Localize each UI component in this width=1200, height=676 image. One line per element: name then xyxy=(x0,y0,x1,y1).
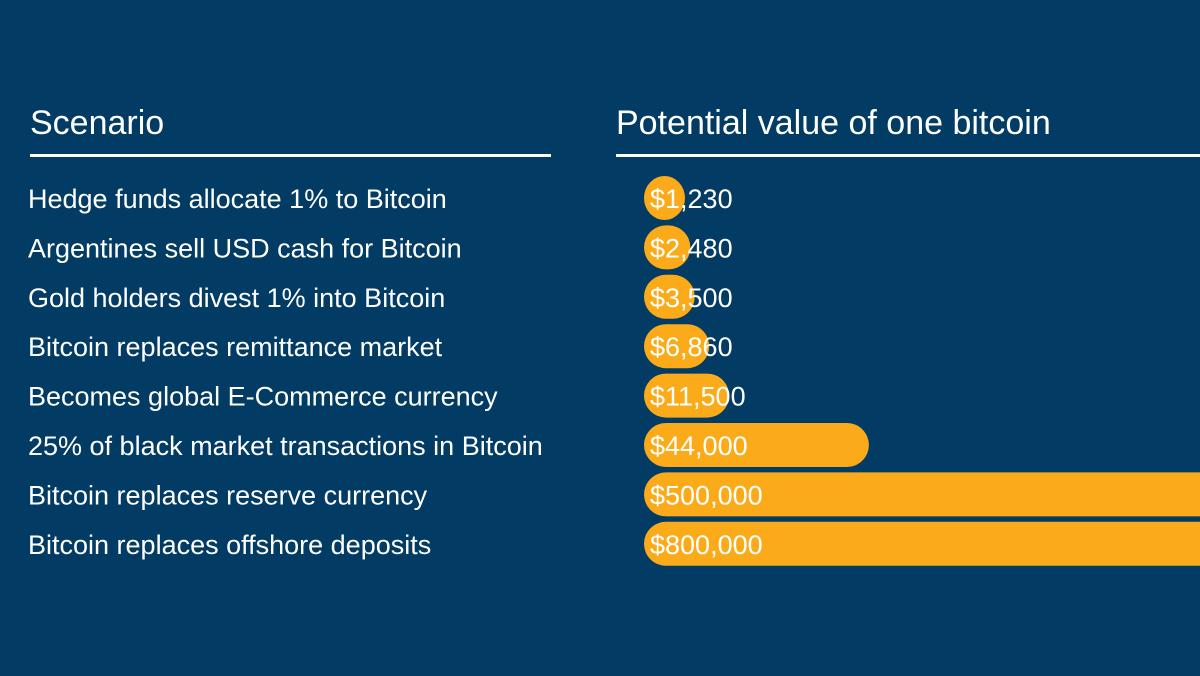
bar xyxy=(644,324,710,369)
value-label: $6,860 xyxy=(650,332,733,362)
scenario-label: Argentines sell USD cash for Bitcoin xyxy=(28,233,462,263)
scenario-label: Becomes global E-Commerce currency xyxy=(28,382,498,412)
scenario-label: Bitcoin replaces reserve currency xyxy=(28,480,428,510)
scenario-header-rule xyxy=(30,154,551,157)
bar xyxy=(644,274,695,319)
value-label: $500,000 xyxy=(650,480,763,510)
bar xyxy=(644,472,1200,517)
value-label: $3,500 xyxy=(650,283,733,313)
value-header-rule xyxy=(616,154,1200,157)
bar xyxy=(644,176,685,220)
bar xyxy=(644,225,691,270)
scenario-label: Bitcoin replaces remittance market xyxy=(28,332,443,362)
value-label: $44,000 xyxy=(650,431,748,461)
bar xyxy=(644,423,869,467)
bar xyxy=(644,521,1200,566)
bar xyxy=(644,373,730,418)
scenario-header: Scenario xyxy=(30,104,165,142)
scenario-label: Hedge funds allocate 1% to Bitcoin xyxy=(28,184,447,214)
scenario-label: 25% of black market transactions in Bitc… xyxy=(28,431,543,461)
value-header: Potential value of one bitcoin xyxy=(616,104,1051,142)
value-label: $11,500 xyxy=(650,382,746,412)
value-label: $2,480 xyxy=(650,233,733,263)
scenario-label: Bitcoin replaces offshore deposits xyxy=(28,530,431,560)
value-label: $1,230 xyxy=(650,184,733,214)
scenario-label: Gold holders divest 1% into Bitcoin xyxy=(28,283,445,313)
value-label: $800,000 xyxy=(650,530,763,560)
